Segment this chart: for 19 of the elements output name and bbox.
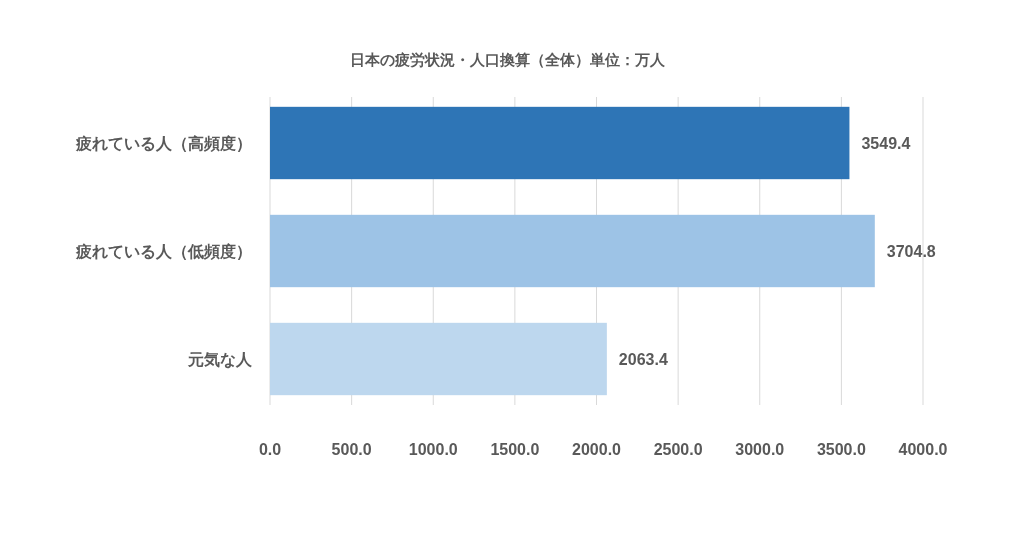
bar: [270, 322, 607, 396]
x-tick-label: 3500.0: [816, 441, 866, 458]
bar: [270, 214, 875, 288]
x-tick-label: 0.0: [258, 441, 282, 458]
y-tick-label: 疲れている人（高頻度）: [75, 134, 252, 153]
x-tick-label: 2500.0: [653, 441, 703, 458]
y-tick-label: 疲れている人（低頻度）: [75, 242, 252, 261]
x-tick-label: 2000.0: [572, 441, 622, 458]
data-label: 2063.4: [618, 351, 668, 368]
x-tick-label: 1500.0: [490, 441, 540, 458]
x-tick-label: 1000.0: [408, 441, 458, 458]
chart-title: 日本の疲労状況・人口換算（全体）単位：万人: [349, 51, 666, 68]
x-tick-label: 500.0: [331, 441, 372, 458]
x-tick-label: 3000.0: [735, 441, 785, 458]
bar: [270, 106, 850, 180]
data-label: 3704.8: [886, 243, 936, 260]
data-label: 3549.4: [861, 135, 911, 152]
x-tick-label: 4000.0: [898, 441, 948, 458]
y-tick-label: 元気な人: [187, 351, 253, 369]
